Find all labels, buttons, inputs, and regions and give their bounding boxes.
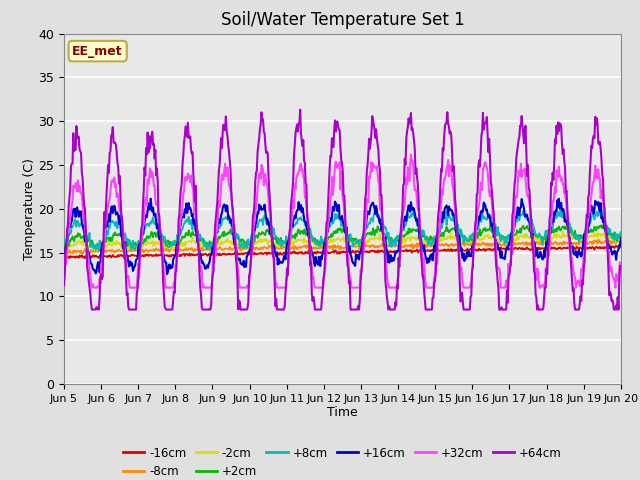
X-axis label: Time: Time bbox=[327, 407, 358, 420]
Title: Soil/Water Temperature Set 1: Soil/Water Temperature Set 1 bbox=[221, 11, 464, 29]
Text: EE_met: EE_met bbox=[72, 45, 123, 58]
Legend: -16cm, -8cm, -2cm, +2cm, +8cm, +16cm, +32cm, +64cm: -16cm, -8cm, -2cm, +2cm, +8cm, +16cm, +3… bbox=[118, 442, 566, 480]
Y-axis label: Temperature (C): Temperature (C) bbox=[22, 158, 36, 260]
